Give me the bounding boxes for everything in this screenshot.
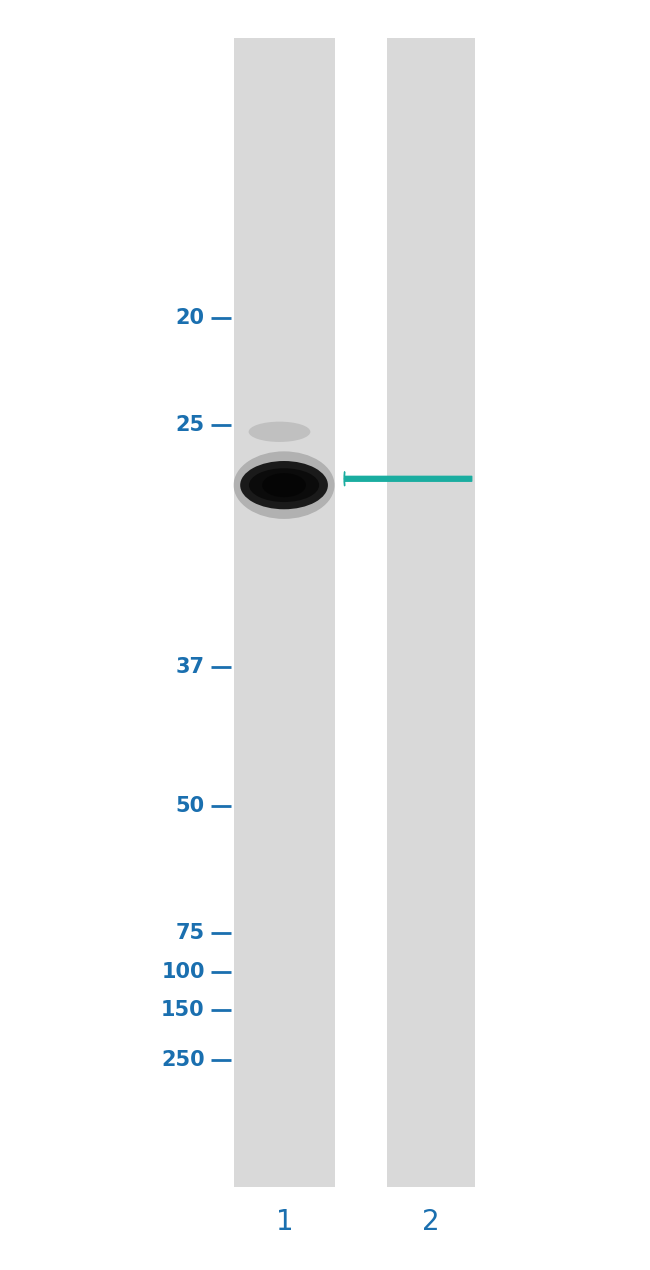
Ellipse shape (262, 472, 306, 498)
Text: 250: 250 (161, 1050, 205, 1071)
Text: 37: 37 (176, 657, 205, 677)
Text: 1: 1 (276, 1208, 293, 1236)
Ellipse shape (240, 461, 328, 509)
Bar (234, 38, 335, 1187)
Text: 20: 20 (176, 307, 205, 328)
Ellipse shape (249, 469, 319, 502)
Text: 25: 25 (176, 415, 205, 436)
Text: 50: 50 (176, 796, 205, 817)
Text: 100: 100 (161, 961, 205, 982)
Bar (387, 38, 474, 1187)
Ellipse shape (248, 422, 311, 442)
Text: 2: 2 (422, 1208, 439, 1236)
Text: 150: 150 (161, 999, 205, 1020)
Ellipse shape (233, 451, 335, 519)
Text: 75: 75 (176, 923, 205, 944)
